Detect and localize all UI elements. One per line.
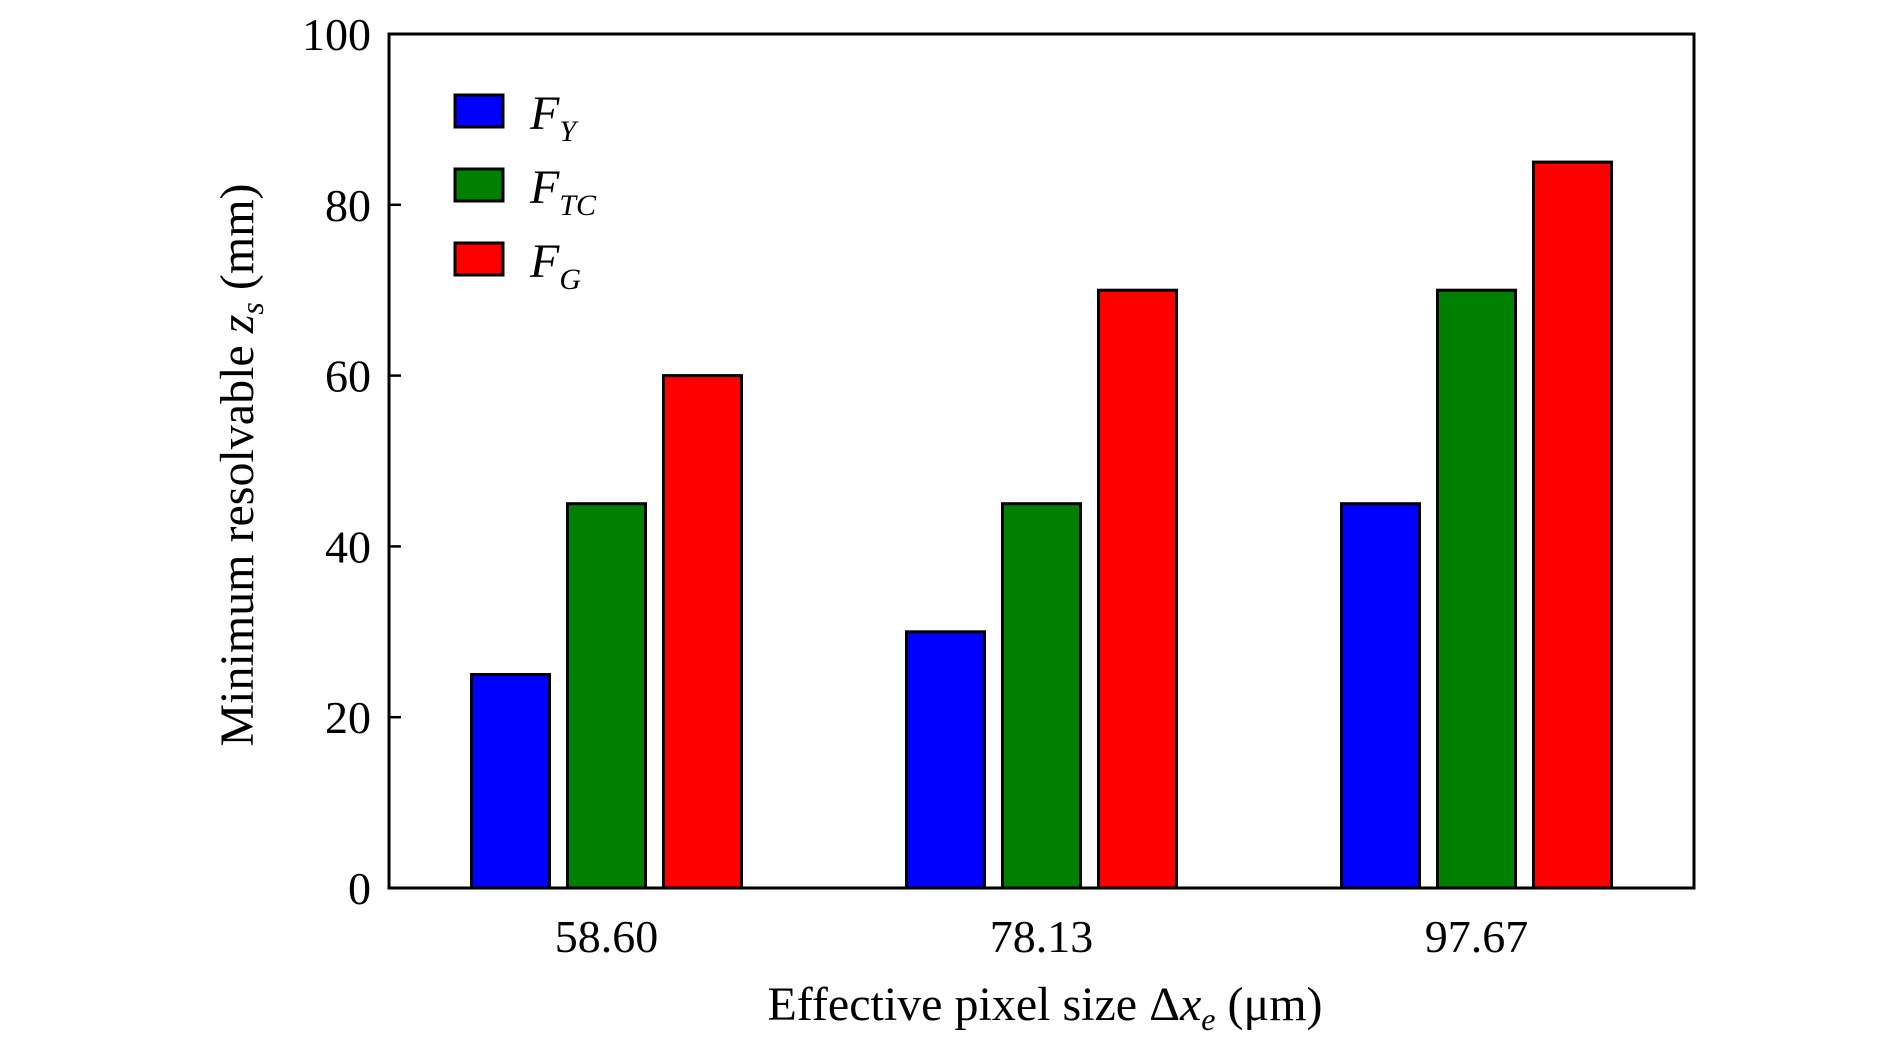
bar-f-y-58.60 [470, 673, 551, 890]
y-tick-label: 60 [325, 351, 371, 402]
y-axis-title: Minimum resolvable zs (mm) [211, 183, 270, 746]
y-tick-label: 0 [348, 863, 371, 914]
legend: FY FTC FG [453, 87, 597, 296]
x-tick-label: 97.67 [1425, 911, 1529, 962]
legend-swatch-f-tc [453, 167, 505, 203]
y-tick-label: 100 [302, 9, 371, 60]
bar-f-g-58.60 [662, 374, 743, 890]
legend-swatch-f-g [453, 241, 505, 277]
plot-frame [387, 32, 1696, 890]
bars-group [470, 160, 1613, 890]
x-axis-ticks: 58.60 78.13 97.67 [555, 911, 1529, 962]
x-axis-title-var: x [1179, 978, 1201, 1031]
y-axis-title-prefix: Minimum resolvable [211, 333, 264, 746]
bar-f-y-78.13 [905, 630, 986, 890]
x-axis-title: Effective pixel size Δxe (μm) [767, 978, 1322, 1037]
y-axis-title-sub: s [234, 302, 270, 314]
legend-label-f-tc: FTC [529, 161, 597, 222]
bar-f-y-97.67 [1340, 502, 1421, 890]
bar-f-tc-97.67 [1436, 288, 1517, 890]
x-tick-label: 78.13 [990, 911, 1094, 962]
y-tick-label: 40 [325, 521, 371, 572]
x-axis-title-prefix: Effective pixel size Δ [767, 978, 1179, 1031]
y-axis-title-suffix: (mm) [211, 183, 264, 302]
x-tick-label: 58.60 [555, 911, 659, 962]
bar-f-tc-78.13 [1001, 502, 1082, 890]
y-tick-label: 80 [325, 180, 371, 231]
legend-swatch-f-y [453, 93, 505, 129]
x-axis-title-suffix: (μm) [1215, 978, 1322, 1031]
legend-label-f-g: FG [529, 235, 581, 296]
bar-f-tc-58.60 [566, 502, 647, 890]
x-axis-title-sub: e [1201, 1001, 1215, 1037]
y-tick-label: 20 [325, 692, 371, 743]
bar-f-g-78.13 [1097, 288, 1178, 890]
legend-label-f-y: FY [529, 87, 579, 148]
y-axis-title-var: z [211, 314, 264, 334]
bar-f-g-97.67 [1532, 160, 1613, 890]
y-axis-ticks: 0 20 40 60 80 100 [302, 9, 401, 914]
